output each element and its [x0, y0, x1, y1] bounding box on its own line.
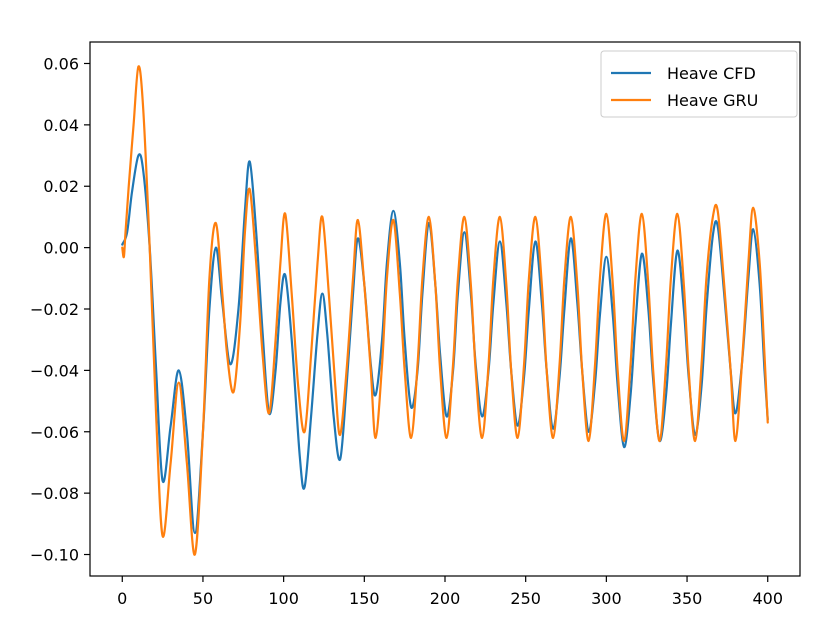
- y-tick-label: 0.00: [43, 239, 79, 258]
- y-tick-label: 0.02: [43, 177, 79, 196]
- y-tick-label: 0.04: [43, 116, 79, 135]
- y-axis: 0.06 0.04 0.02 0.00 −0.02 −0.04 −0.06 −0.08 −0.1…: [30, 54, 90, 565]
- x-tick-label: 50: [193, 589, 213, 608]
- x-tick-label: 400: [752, 589, 783, 608]
- x-axis: 0 50 100 150 200 250 300 350 400: [117, 576, 783, 608]
- y-tick-label: −0.02: [30, 300, 79, 319]
- y-tick-label: −0.10: [30, 546, 79, 565]
- x-tick-label: 250: [510, 589, 541, 608]
- y-tick-label: −0.08: [30, 484, 79, 503]
- x-tick-label: 0: [117, 589, 127, 608]
- x-tick-label: 350: [672, 589, 703, 608]
- y-tick-label: −0.04: [30, 361, 79, 380]
- x-tick-label: 200: [430, 589, 461, 608]
- x-tick-label: 300: [591, 589, 622, 608]
- x-tick-label: 150: [349, 589, 380, 608]
- legend-label: Heave CFD: [667, 64, 756, 83]
- y-tick-label: 0.06: [43, 54, 79, 73]
- series-layer: [121, 65, 769, 556]
- x-tick-label: 100: [268, 589, 299, 608]
- series-line-heave-gru: [121, 65, 769, 556]
- y-tick-label: −0.06: [30, 423, 79, 442]
- legend: Heave CFD Heave GRU: [600, 50, 798, 118]
- legend-label: Heave GRU: [667, 91, 758, 110]
